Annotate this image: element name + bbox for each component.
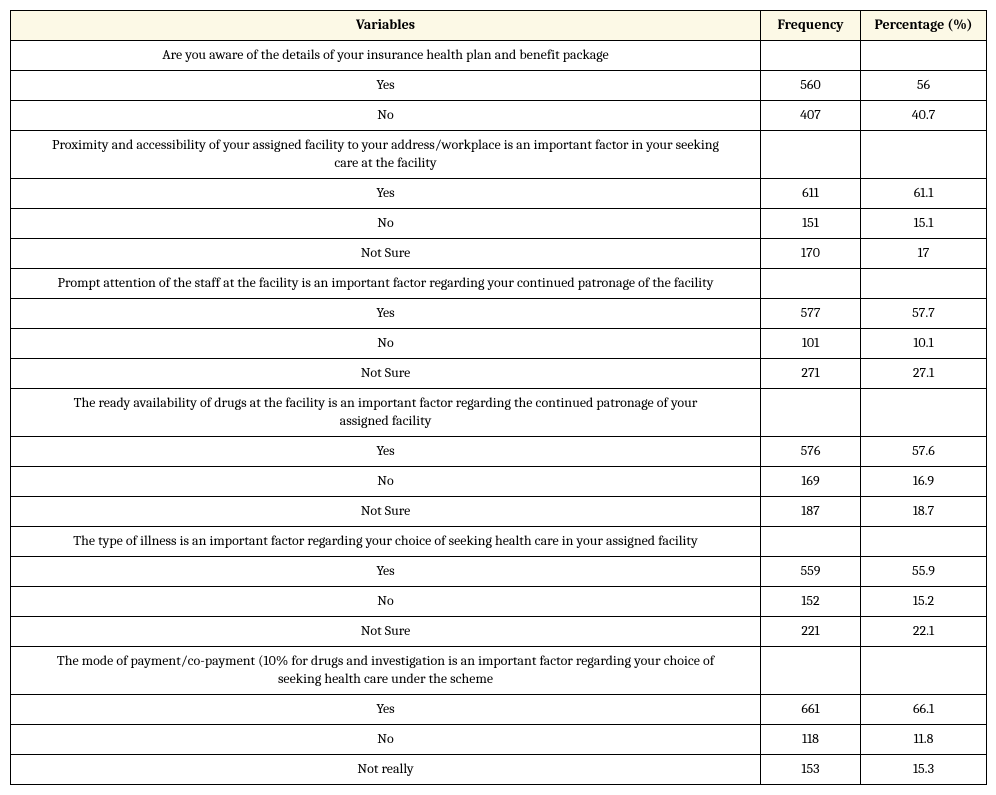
question-pct-empty (861, 40, 987, 70)
data-table: Variables Frequency Percentage (%) Are y… (10, 10, 987, 785)
question-freq-empty (761, 646, 861, 695)
question-pct-empty (861, 388, 987, 437)
table-row: No15215.2 (11, 586, 987, 616)
option-percentage: 57.7 (861, 298, 987, 328)
table-row: No40740.7 (11, 100, 987, 130)
option-label: Not really (11, 755, 761, 785)
question-pct-empty (861, 130, 987, 179)
table-row: No15115.1 (11, 209, 987, 239)
option-label: No (11, 725, 761, 755)
option-frequency: 169 (761, 467, 861, 497)
option-frequency: 577 (761, 298, 861, 328)
question-row: Proximity and accessibility of your assi… (11, 130, 987, 179)
option-percentage: 61.1 (861, 179, 987, 209)
question-row: The ready availability of drugs at the f… (11, 388, 987, 437)
option-percentage: 27.1 (861, 358, 987, 388)
question-pct-empty (861, 269, 987, 299)
option-frequency: 118 (761, 725, 861, 755)
option-frequency: 560 (761, 70, 861, 100)
question-pct-empty (861, 527, 987, 557)
option-frequency: 170 (761, 239, 861, 269)
table-row: Yes66166.1 (11, 695, 987, 725)
table-row: Not Sure22122.1 (11, 616, 987, 646)
option-label: Not Sure (11, 358, 761, 388)
option-percentage: 15.1 (861, 209, 987, 239)
option-percentage: 57.6 (861, 437, 987, 467)
question-cell: Prompt attention of the staff at the fac… (11, 269, 761, 299)
question-row: Are you aware of the details of your ins… (11, 40, 987, 70)
table-row: Not Sure27127.1 (11, 358, 987, 388)
option-percentage: 22.1 (861, 616, 987, 646)
option-frequency: 152 (761, 586, 861, 616)
option-percentage: 15.2 (861, 586, 987, 616)
table-row: Not Sure18718.7 (11, 497, 987, 527)
question-row: The type of illness is an important fact… (11, 527, 987, 557)
table-row: Yes61161.1 (11, 179, 987, 209)
header-percentage: Percentage (%) (861, 11, 987, 41)
question-cell: The type of illness is an important fact… (11, 527, 761, 557)
option-frequency: 271 (761, 358, 861, 388)
option-percentage: 18.7 (861, 497, 987, 527)
option-percentage: 55.9 (861, 556, 987, 586)
question-cell: Are you aware of the details of your ins… (11, 40, 761, 70)
question-freq-empty (761, 527, 861, 557)
table-row: Not Sure17017 (11, 239, 987, 269)
option-label: Yes (11, 298, 761, 328)
option-label: Not Sure (11, 497, 761, 527)
header-variables: Variables (11, 11, 761, 41)
option-percentage: 10.1 (861, 328, 987, 358)
option-label: Not Sure (11, 239, 761, 269)
option-percentage: 11.8 (861, 725, 987, 755)
option-label: Yes (11, 179, 761, 209)
option-label: No (11, 100, 761, 130)
option-frequency: 153 (761, 755, 861, 785)
header-row: Variables Frequency Percentage (%) (11, 11, 987, 41)
option-label: Yes (11, 695, 761, 725)
option-frequency: 576 (761, 437, 861, 467)
question-freq-empty (761, 269, 861, 299)
option-percentage: 56 (861, 70, 987, 100)
option-label: Not Sure (11, 616, 761, 646)
option-percentage: 17 (861, 239, 987, 269)
table-row: Yes57757.7 (11, 298, 987, 328)
question-cell: The mode of payment/co-payment (10% for … (11, 646, 761, 695)
question-cell: Proximity and accessibility of your assi… (11, 130, 761, 179)
option-label: No (11, 467, 761, 497)
option-percentage: 16.9 (861, 467, 987, 497)
option-frequency: 661 (761, 695, 861, 725)
table-row: Yes55955.9 (11, 556, 987, 586)
table-row: No11811.8 (11, 725, 987, 755)
option-label: Yes (11, 70, 761, 100)
option-label: No (11, 328, 761, 358)
question-freq-empty (761, 40, 861, 70)
option-percentage: 66.1 (861, 695, 987, 725)
option-frequency: 559 (761, 556, 861, 586)
table-row: Yes56056 (11, 70, 987, 100)
table-row: Not really15315.3 (11, 755, 987, 785)
option-percentage: 40.7 (861, 100, 987, 130)
table-row: Yes57657.6 (11, 437, 987, 467)
header-frequency: Frequency (761, 11, 861, 41)
question-pct-empty (861, 646, 987, 695)
option-frequency: 151 (761, 209, 861, 239)
option-frequency: 407 (761, 100, 861, 130)
option-frequency: 187 (761, 497, 861, 527)
table-row: No10110.1 (11, 328, 987, 358)
option-frequency: 221 (761, 616, 861, 646)
table-row: No16916.9 (11, 467, 987, 497)
option-frequency: 611 (761, 179, 861, 209)
question-cell: The ready availability of drugs at the f… (11, 388, 761, 437)
option-label: Yes (11, 437, 761, 467)
question-row: Prompt attention of the staff at the fac… (11, 269, 987, 299)
option-label: No (11, 586, 761, 616)
option-label: Yes (11, 556, 761, 586)
question-row: The mode of payment/co-payment (10% for … (11, 646, 987, 695)
option-label: No (11, 209, 761, 239)
option-percentage: 15.3 (861, 755, 987, 785)
question-freq-empty (761, 388, 861, 437)
option-frequency: 101 (761, 328, 861, 358)
question-freq-empty (761, 130, 861, 179)
